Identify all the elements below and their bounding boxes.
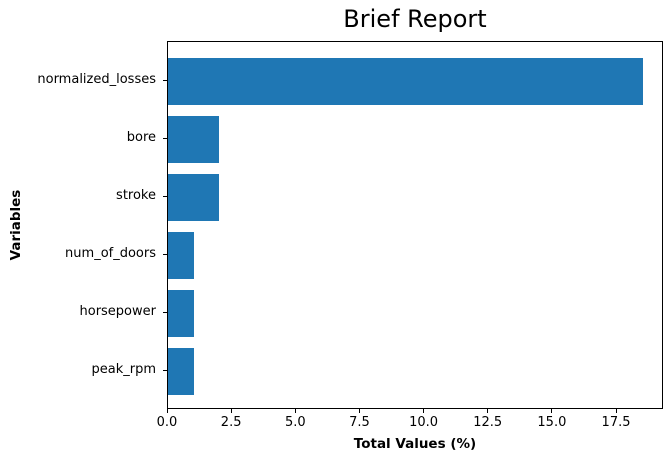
- x-tick-label: 5.0: [284, 415, 306, 430]
- y-tick-mark: [163, 196, 167, 197]
- x-tick-mark: [423, 409, 425, 413]
- y-tick-label: num_of_doors: [65, 246, 156, 261]
- x-tick-label: 10.0: [409, 415, 439, 430]
- bar-bore: [168, 115, 220, 163]
- x-tick-label: 7.5: [349, 415, 370, 430]
- x-axis-label: Total Values (%): [353, 436, 477, 452]
- x-tick-mark: [615, 409, 617, 413]
- x-tick-mark: [166, 409, 168, 413]
- x-tick-mark: [230, 409, 232, 413]
- bar-horsepower: [168, 289, 194, 337]
- y-tick-label: stroke: [116, 188, 156, 203]
- y-tick-label: horsepower: [79, 304, 157, 319]
- y-tick-mark: [163, 80, 167, 81]
- x-tick-mark: [358, 409, 360, 413]
- chart-title: Brief Report: [343, 5, 487, 33]
- x-tick-label: 17.5: [601, 415, 631, 430]
- x-tick-label: 2.5: [220, 415, 242, 430]
- x-tick-mark: [294, 409, 296, 413]
- x-tick-label: 12.5: [473, 415, 503, 430]
- bar-peak_rpm: [168, 347, 194, 395]
- y-tick-mark: [163, 138, 167, 139]
- x-tick-label: 15.0: [537, 415, 567, 430]
- y-tick-label: bore: [126, 130, 156, 145]
- bar-normalized_losses: [168, 57, 643, 105]
- x-tick-mark: [487, 409, 489, 413]
- x-tick-label: 0.0: [156, 415, 178, 430]
- bar-num_of_doors: [168, 231, 194, 279]
- y-tick-mark: [163, 254, 167, 255]
- bar-stroke: [168, 173, 220, 221]
- y-tick-mark: [163, 312, 167, 313]
- plot-area: [167, 41, 663, 409]
- y-tick-mark: [163, 370, 167, 371]
- x-tick-mark: [551, 409, 553, 413]
- y-tick-label: normalized_losses: [37, 72, 156, 87]
- y-tick-label: peak_rpm: [91, 362, 156, 377]
